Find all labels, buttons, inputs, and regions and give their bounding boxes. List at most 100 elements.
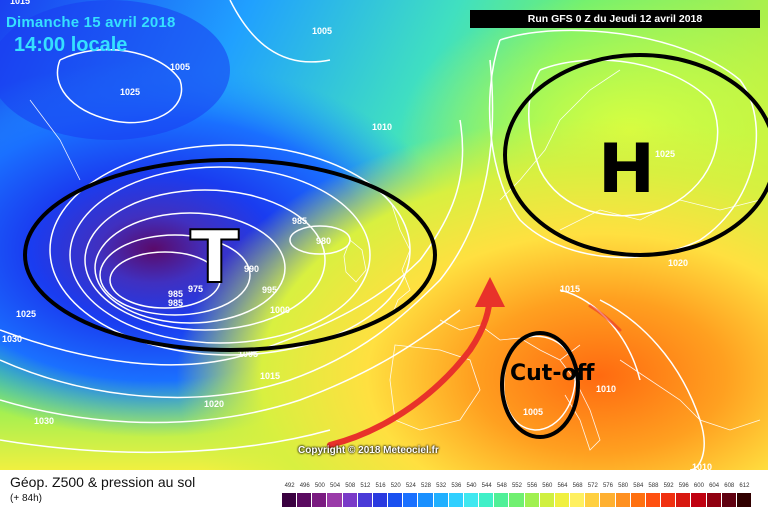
isobar-label: 1015 (260, 371, 280, 381)
isobar-label: 1010 (596, 384, 616, 394)
cutoff-outline (500, 331, 580, 439)
secondary-flow-arrow (588, 304, 622, 332)
scale-tick-label: 580 (618, 483, 629, 489)
scale-tick-label: 548 (496, 483, 507, 489)
isobar-1010-east (599, 299, 705, 470)
scale-swatch (600, 493, 615, 507)
isobar-label: 1005 (312, 26, 332, 36)
scale-swatch (721, 493, 736, 507)
isobar-995 (69, 166, 371, 344)
scale-tick-label: 612 (739, 483, 750, 489)
scale-tick-label: 552 (511, 483, 522, 489)
field-northwest-low (0, 0, 230, 140)
scale-tick-label: 524 (405, 483, 416, 489)
forecast-date: Dimanche 15 avril 2018 (6, 14, 176, 31)
isobar-label: 1005 (170, 62, 190, 72)
isobar-label: 985 (292, 216, 307, 226)
scale-swatch (736, 493, 751, 507)
coastline-balkans (619, 359, 761, 431)
isobar-label: 1020 (668, 258, 688, 268)
scale-tick-label: 496 (299, 483, 310, 489)
scale-swatch (645, 493, 661, 507)
cutoff-label: Cut-off (510, 361, 596, 386)
scale-tick-label: 516 (375, 483, 386, 489)
isobar-label: 1000 (270, 305, 290, 315)
coastline-scandinavia-west (499, 69, 621, 201)
scale-tick-label: 608 (724, 483, 735, 489)
flow-arrows (327, 277, 622, 448)
copyright-notice: Copyright © 2018 Meteociel.fr (298, 445, 439, 456)
geopotential-pressure-map: 1005 1005 1025 1010 985 980 990 995 1000… (0, 0, 768, 470)
scale-swatch (615, 493, 630, 507)
coastline-greenland (29, 99, 81, 181)
isobar-1015 (0, 309, 461, 424)
isobar-990 (84, 189, 326, 331)
scale-swatch (570, 493, 585, 507)
scale-swatch (372, 493, 388, 507)
scale-swatch (357, 493, 372, 507)
system-outlines (23, 53, 768, 439)
isobar-985 (94, 212, 286, 324)
high-pressure-label: H (598, 130, 655, 209)
isobar-label: 1030 (2, 334, 22, 344)
legend-title: Géop. Z500 & pression au sol (10, 474, 196, 490)
scale-swatch (676, 493, 691, 507)
scale-swatch (554, 493, 570, 507)
scale-swatch (403, 493, 418, 507)
isobar-975 (109, 251, 221, 309)
low-pressure-outline (23, 158, 437, 352)
scale-swatch (312, 493, 327, 507)
scale-swatch (418, 493, 433, 507)
scale-swatch (297, 493, 312, 507)
scale-tick-label: 560 (542, 483, 553, 489)
isobar-1025-high (488, 29, 758, 259)
scale-swatch (479, 493, 494, 507)
low-pressure-label: T (190, 215, 239, 299)
scale-tick-label: 532 (436, 483, 447, 489)
isobar-label: 1005 (238, 349, 258, 359)
scale-tick-label: 592 (663, 483, 674, 489)
forecast-time: 14:00 locale (14, 34, 128, 56)
high-pressure-outline (503, 53, 768, 257)
scale-tick-label: 544 (481, 483, 492, 489)
scale-tick-label: 556 (527, 483, 538, 489)
isobar-label: 1010 (692, 462, 712, 470)
scale-swatch (509, 493, 524, 507)
scale-swatch (463, 493, 479, 507)
scale-tick-label: 508 (345, 483, 356, 489)
scale-swatch (539, 493, 554, 507)
isobar-label: 995 (262, 285, 277, 295)
scale-tick-label: 540 (466, 483, 477, 489)
isobar-1020 (0, 429, 331, 454)
scale-tick-label: 520 (390, 483, 401, 489)
isobar-label: 1030 (34, 416, 54, 426)
scale-swatch (691, 493, 706, 507)
scale-swatch (630, 493, 645, 507)
scale-swatch (524, 493, 539, 507)
scale-tick-label: 504 (330, 483, 341, 489)
isobar-1025-nw (56, 48, 183, 124)
isobar-label: 1025 (120, 87, 140, 97)
scale-swatch (448, 493, 463, 507)
scale-swatch (661, 493, 676, 507)
color-scale: 492 496 500 504 508 512 516 520 524 528 532 536 540 5… (282, 480, 752, 510)
scale-tick-label: 576 (602, 483, 613, 489)
isobar-1010 (0, 59, 494, 399)
scale-swatch (433, 493, 448, 507)
scale-tick-label: 596 (678, 483, 689, 489)
scale-swatch (494, 493, 509, 507)
isobar-label: 975 (188, 284, 203, 294)
scale-swatch (342, 493, 357, 507)
scale-swatch (388, 493, 403, 507)
coastline-iberia (389, 344, 481, 431)
isobar-label: 985 (168, 298, 183, 308)
coastline-france (439, 319, 581, 361)
scale-tick-label: 500 (314, 483, 325, 489)
isobar-label: 1015 (10, 0, 30, 6)
scale-tick-label: 568 (572, 483, 583, 489)
scale-tick-label: 564 (557, 483, 568, 489)
scale-swatch (282, 493, 297, 507)
scale-tick-label: 512 (360, 483, 371, 489)
legend-subtitle: (+ 84h) (10, 493, 42, 504)
